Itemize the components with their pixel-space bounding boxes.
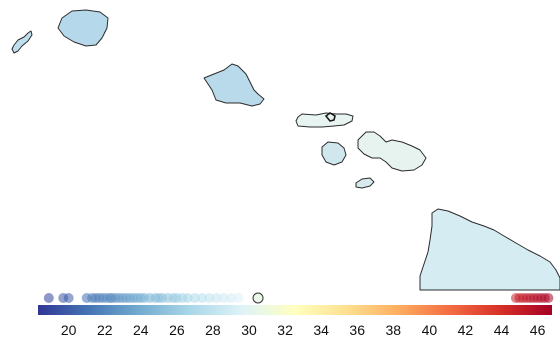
legend-tick-label: 46 [530, 322, 546, 338]
legend-tick-label: 42 [458, 322, 474, 338]
legend-tick-label: 24 [133, 322, 149, 338]
legend-sample-dot [182, 293, 193, 303]
legend-sample-dots [43, 293, 554, 303]
legend-sample-dot [43, 293, 54, 303]
legend-tick-label: 20 [61, 322, 77, 338]
legend-sample-dot [218, 293, 229, 303]
legend-highlight-marker [252, 292, 264, 304]
legend-tick-label: 38 [386, 322, 402, 338]
legend-sample-dot [197, 293, 208, 303]
legend-tick-label: 44 [494, 322, 510, 338]
legend-tick-label: 30 [241, 322, 257, 338]
legend-tick-label: 34 [313, 322, 329, 338]
legend-tick-labels: 20 22 24 26 28 30 32 34 36 38 40 42 44 46 [61, 322, 546, 338]
legend-sample-dot [233, 293, 244, 303]
legend-tick-label: 22 [97, 322, 113, 338]
legend-sample-dot [63, 293, 74, 303]
legend-sample-dot [225, 293, 236, 303]
legend-sample-dot [204, 293, 215, 303]
island-niihau [11, 30, 33, 54]
island-oahu [203, 63, 265, 107]
color-legend: 20 22 24 26 28 30 32 34 36 38 40 42 44 46 [38, 292, 554, 338]
legend-sample-dot [189, 293, 200, 303]
island-maui [357, 131, 427, 172]
legend-sample-dot [211, 293, 222, 303]
island-molokai-outline-detail [324, 112, 336, 122]
legend-tick-label: 26 [169, 322, 185, 338]
legend-tick-label: 40 [422, 322, 438, 338]
legend-tick-label: 28 [205, 322, 221, 338]
island-hawaii [419, 208, 560, 291]
color-ramp-bar [38, 305, 552, 315]
legend-tick-label: 32 [277, 322, 293, 338]
legend-sample-dot [543, 293, 554, 303]
legend-tick-label: 36 [349, 322, 365, 338]
island-kahoolawe [355, 177, 375, 189]
island-molokai [295, 112, 354, 128]
island-kauai [57, 9, 109, 47]
island-lanai [321, 141, 347, 166]
